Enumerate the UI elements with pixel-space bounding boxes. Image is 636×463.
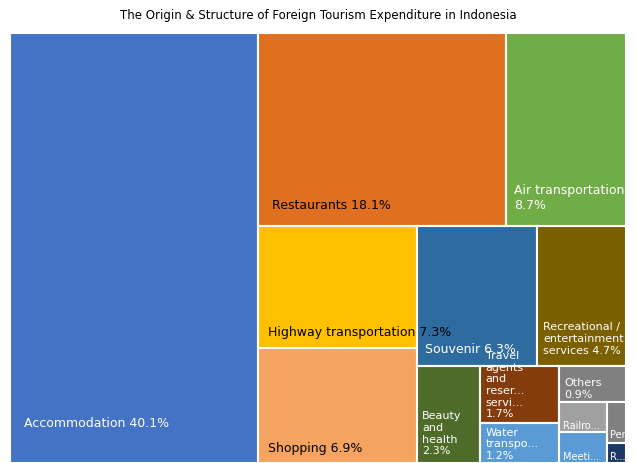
Text: Souvenir 6.3%: Souvenir 6.3% (425, 342, 516, 355)
Bar (559, 366, 626, 402)
Bar (607, 443, 626, 463)
Bar (258, 348, 417, 463)
Bar (559, 402, 607, 432)
Text: The Origin & Structure of Foreign Tourism Expenditure in Indonesia: The Origin & Structure of Foreign Touris… (120, 9, 516, 22)
Text: Air transportation
8.7%: Air transportation 8.7% (515, 183, 625, 211)
Bar (559, 432, 607, 463)
Text: Accommodation 40.1%: Accommodation 40.1% (24, 416, 170, 429)
Bar (10, 34, 258, 463)
Bar (417, 227, 537, 366)
Text: Beauty
and
health
2.3%: Beauty and health 2.3% (422, 411, 462, 455)
Text: Meeti...: Meeti... (563, 450, 600, 461)
Text: R...: R... (609, 451, 625, 461)
Bar (417, 366, 480, 463)
Bar (258, 34, 506, 227)
Text: Highway transportation 7.3%: Highway transportation 7.3% (268, 325, 451, 338)
Text: Water
transpo...
1.2%: Water transpo... 1.2% (486, 427, 539, 460)
Bar (480, 366, 559, 423)
Bar (537, 227, 626, 366)
Text: Railro...: Railro... (563, 420, 600, 430)
Text: Shopping 6.9%: Shopping 6.9% (268, 441, 362, 454)
Text: Travel
agents
and
reser...
servi...
1.7%: Travel agents and reser... servi... 1.7% (486, 350, 524, 419)
Text: Restaurants 18.1%: Restaurants 18.1% (272, 198, 391, 211)
Bar (258, 227, 417, 348)
Text: Perf...: Perf... (609, 429, 636, 439)
Bar (506, 34, 626, 227)
Bar (607, 402, 626, 443)
Text: Others
0.9%: Others 0.9% (564, 377, 602, 399)
Text: Recreational /
entertainment
services 4.7%: Recreational / entertainment services 4.… (543, 322, 624, 355)
Bar (480, 423, 559, 463)
